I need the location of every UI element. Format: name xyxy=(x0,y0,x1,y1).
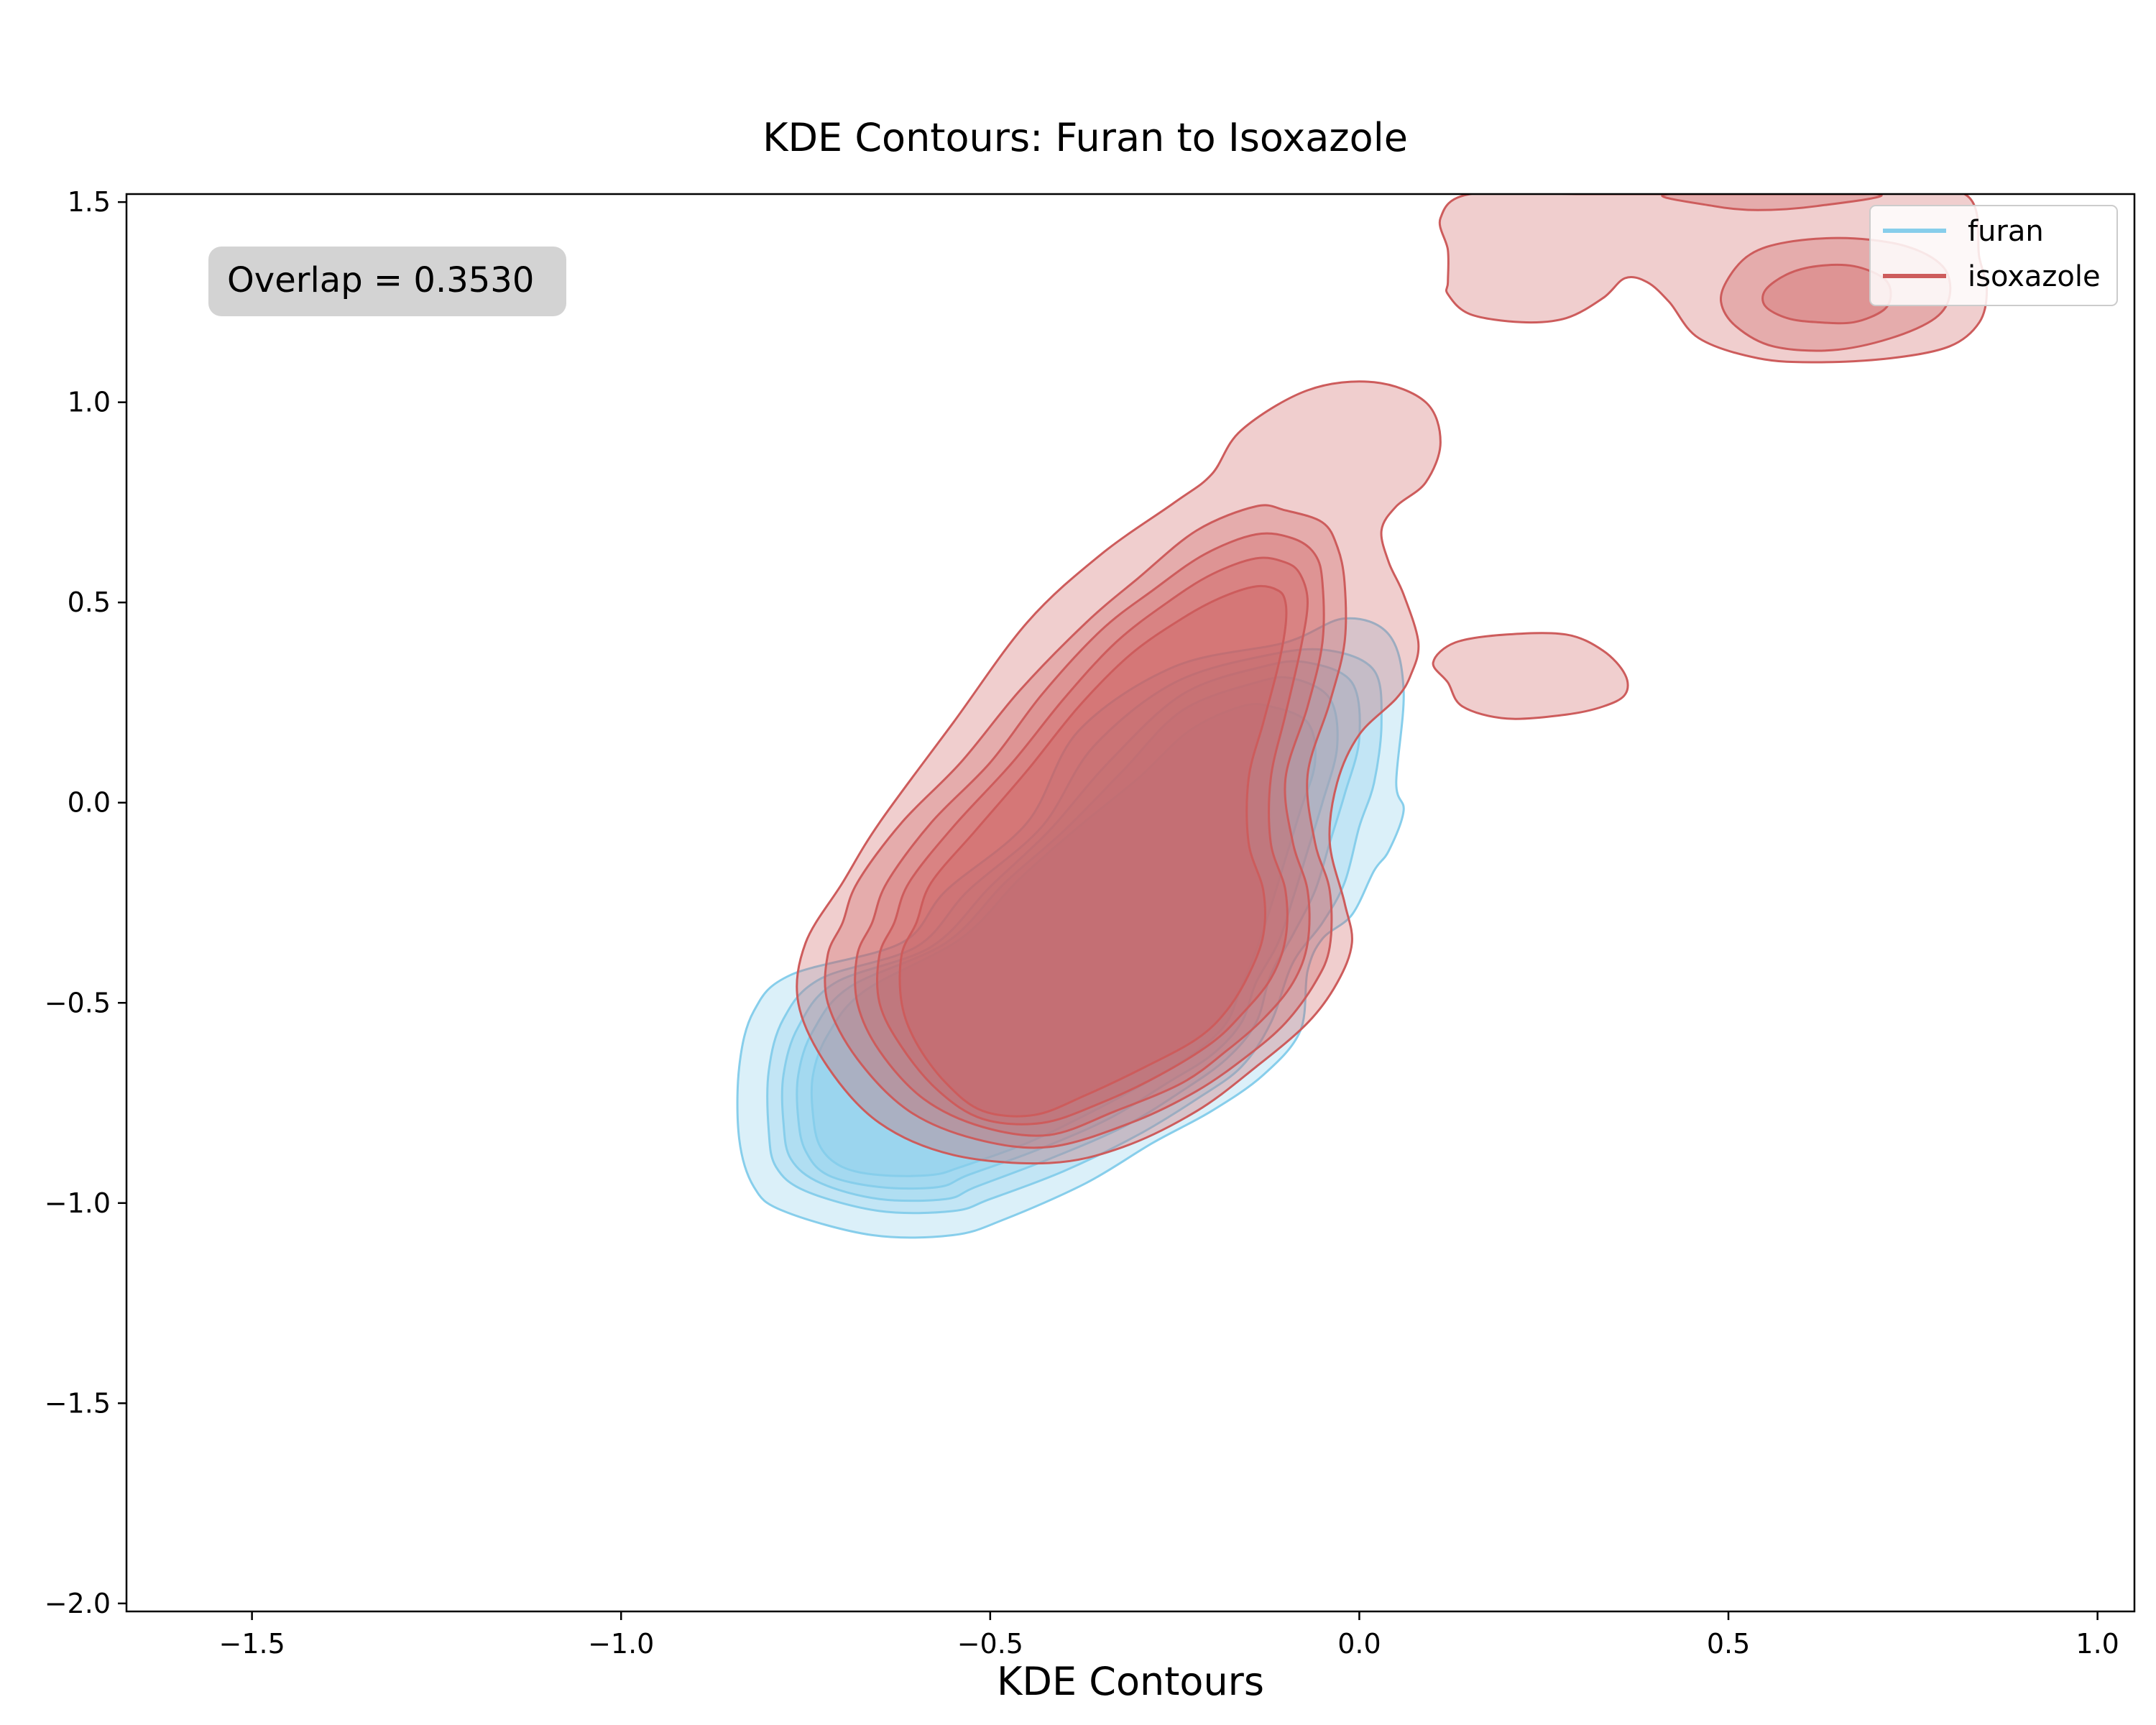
isoxazole-contour-5 xyxy=(876,556,1309,1126)
x-tick-label: 0.0 xyxy=(1337,1628,1381,1660)
legend-label-furan: furan xyxy=(1968,215,2044,248)
y-tick-label: −0.5 xyxy=(45,987,111,1018)
y-tick-label: 1.0 xyxy=(68,387,111,418)
isoxazole-contour-4 xyxy=(854,532,1325,1137)
y-tick-label: −2.0 xyxy=(45,1588,111,1619)
annotation-text: Overlap = 0.3530 xyxy=(227,260,534,300)
isoxazole-contour-3 xyxy=(824,504,1348,1149)
furan-contour-3 xyxy=(796,676,1339,1190)
chart-title: KDE Contours: Furan to Isoxazole xyxy=(763,115,1408,160)
plot-frame xyxy=(125,193,2136,1613)
y-tick-label: 0.0 xyxy=(68,787,111,819)
isoxazole-contour-2 xyxy=(1438,194,1989,364)
series-isoxazole xyxy=(796,194,1989,1165)
x-axis-label: KDE Contours xyxy=(997,1659,1264,1704)
annotation-box xyxy=(208,247,566,316)
legend: furan isoxazole xyxy=(1869,205,2118,306)
y-tick-label: 1.5 xyxy=(68,186,111,218)
overlap-annotation: Overlap = 0.3530 xyxy=(208,247,566,316)
x-tick-label: −1.5 xyxy=(218,1628,285,1660)
y-tick-label: −1.5 xyxy=(45,1387,111,1419)
furan-contour-4 xyxy=(810,703,1317,1177)
legend-label-isoxazole: isoxazole xyxy=(1968,260,2101,293)
y-tick-label: 0.5 xyxy=(68,586,111,618)
isoxazole-contour-6 xyxy=(898,584,1288,1118)
x-tick-label: −0.5 xyxy=(957,1628,1023,1660)
isoxazole-contour-0 xyxy=(796,380,1442,1165)
y-tick-label: −1.0 xyxy=(45,1187,111,1219)
x-tick-label: 1.0 xyxy=(2076,1628,2119,1660)
furan-contour-2 xyxy=(780,660,1361,1202)
isoxazole-contour-9 xyxy=(1661,194,1883,211)
contours-layer xyxy=(736,194,1989,1239)
x-axis: −1.5 −1.0 −0.5 0.0 0.5 1.0 xyxy=(218,1611,2119,1660)
isoxazole-contour-1 xyxy=(1432,632,1629,720)
x-tick-label: −1.0 xyxy=(588,1628,654,1660)
x-tick-label: 0.5 xyxy=(1707,1628,1750,1660)
y-axis: 1.5 1.0 0.5 0.0 −0.5 −1.0 −1.5 −2.0 xyxy=(45,186,126,1619)
